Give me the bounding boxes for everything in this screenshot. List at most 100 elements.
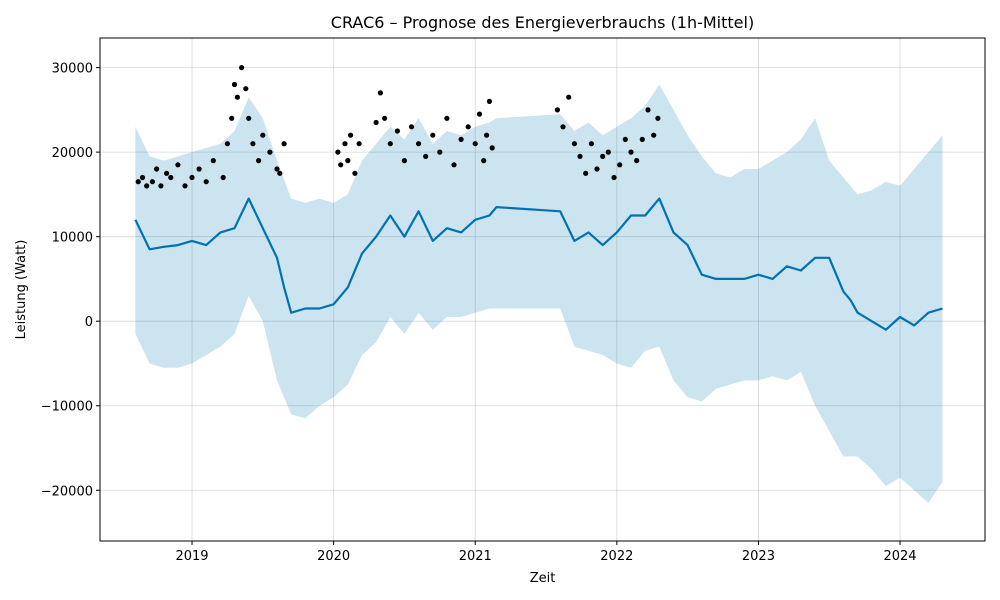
observed-point <box>243 86 249 92</box>
observed-point <box>451 162 457 168</box>
observed-point <box>144 183 150 189</box>
observed-point <box>554 107 561 113</box>
y-axis-ticks: −20000 −10000 0 10000 20000 30000 <box>41 62 100 499</box>
observed-point <box>394 128 400 134</box>
observed-point <box>168 174 174 181</box>
observed-point <box>476 111 483 117</box>
observed-point <box>481 158 487 164</box>
observed-point <box>628 149 634 155</box>
observed-point <box>158 183 164 189</box>
observed-point <box>224 141 230 147</box>
grid-layer <box>100 38 985 541</box>
chart-title: CRAC6 – Prognose des Energieverbrauchs (… <box>331 13 754 32</box>
y-tick-label: 30000 <box>52 62 93 77</box>
x-tick-label: 2024 <box>883 549 916 564</box>
observed-point <box>164 170 170 176</box>
observed-point <box>577 153 583 159</box>
y-tick-label: 0 <box>85 315 93 330</box>
observed-point <box>189 174 195 181</box>
observed-point <box>571 141 578 147</box>
observed-point <box>594 166 600 172</box>
observed-point <box>583 170 589 176</box>
observed-point <box>622 136 628 142</box>
forecast-line-layer <box>134 197 943 331</box>
observed-point <box>277 170 283 176</box>
observed-point <box>274 166 280 172</box>
x-axis-ticks: 2019 2020 2021 2022 2023 2024 <box>175 541 917 564</box>
observed-point <box>465 124 471 130</box>
observed-point <box>651 132 657 138</box>
observed-point <box>342 141 348 147</box>
observed-point <box>416 141 422 147</box>
observed-point <box>175 162 181 168</box>
observed-point <box>356 141 362 147</box>
y-tick-label: −10000 <box>41 400 93 415</box>
observed-point <box>655 115 661 121</box>
observed-point <box>149 179 155 185</box>
observed-point <box>348 132 354 138</box>
observed-point <box>430 132 436 138</box>
observed-point <box>154 166 160 172</box>
observed-point <box>234 94 240 100</box>
observed-point <box>423 153 429 159</box>
observed-point <box>338 162 344 168</box>
observed-point <box>377 90 383 96</box>
observed-point <box>566 94 572 100</box>
observed-point <box>345 158 351 164</box>
observed-point <box>135 179 141 185</box>
observed-point <box>617 162 623 168</box>
y-tick-label: −20000 <box>41 484 93 499</box>
observed-point <box>373 119 379 126</box>
observed-points-layer <box>135 65 661 189</box>
observed-point <box>203 179 209 185</box>
observed-point <box>260 132 266 138</box>
observed-point <box>281 141 287 147</box>
observed-point <box>634 158 640 164</box>
observed-point <box>605 149 611 155</box>
observed-point <box>246 115 252 121</box>
observed-point <box>210 158 216 164</box>
x-tick-label: 2020 <box>317 549 350 564</box>
x-tick-label: 2022 <box>600 549 633 564</box>
plot-area-frame <box>99 37 986 542</box>
observed-point <box>489 145 495 151</box>
x-axis-label: Zeit <box>530 571 556 586</box>
observed-point <box>231 81 238 88</box>
observed-point <box>401 158 407 164</box>
observed-point <box>458 136 464 142</box>
observed-point <box>645 107 651 113</box>
observed-point <box>560 124 566 130</box>
observed-point <box>472 141 478 147</box>
observed-point <box>444 115 450 121</box>
observed-point <box>335 149 341 155</box>
observed-point <box>239 65 245 71</box>
observed-point <box>139 174 146 181</box>
x-tick-label: 2019 <box>175 549 208 564</box>
observed-point <box>600 153 606 159</box>
uncertainty-band-layer <box>135 84 943 503</box>
x-tick-label: 2023 <box>742 549 775 564</box>
observed-point <box>229 115 235 121</box>
y-tick-label: 20000 <box>52 146 93 161</box>
observed-point <box>196 166 202 172</box>
y-axis-label: Leistung (Watt) <box>14 240 29 340</box>
observed-point <box>611 174 617 181</box>
observed-point <box>256 158 262 164</box>
observed-point <box>486 98 492 104</box>
observed-point <box>408 124 415 130</box>
x-tick-label: 2021 <box>459 549 492 564</box>
observed-point <box>182 183 188 189</box>
forecast-line <box>134 197 943 331</box>
observed-point <box>437 149 443 155</box>
observed-point <box>387 141 393 147</box>
uncertainty-band <box>135 84 943 503</box>
observed-point <box>639 136 645 142</box>
observed-point <box>588 141 595 147</box>
observed-point <box>250 141 256 147</box>
y-tick-label: 10000 <box>52 231 93 246</box>
observed-point <box>484 132 490 138</box>
observed-point <box>220 174 226 181</box>
observed-point <box>352 170 358 176</box>
observed-point <box>267 149 273 155</box>
